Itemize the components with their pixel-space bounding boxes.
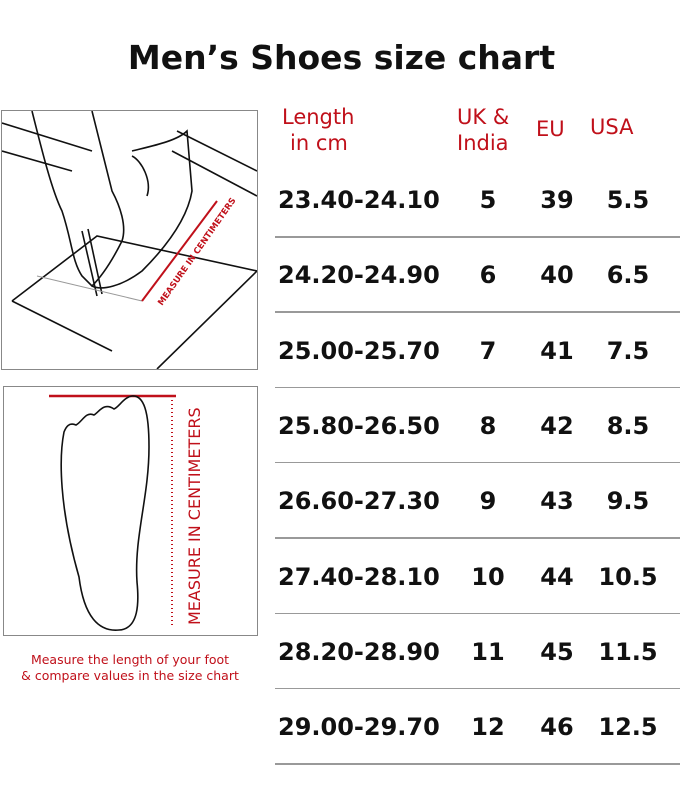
row-divider <box>275 236 680 238</box>
cell-eu: 42 <box>540 411 574 440</box>
cell-eu: 44 <box>540 562 574 591</box>
cell-usa: 7.5 <box>606 336 650 365</box>
cell-usa: 11.5 <box>598 637 658 666</box>
header-uk-india: UK & India <box>457 104 509 156</box>
header-text: UK & <box>457 105 510 129</box>
caption-line: & compare values in the size chart <box>21 668 239 683</box>
cell-length: 23.40-24.10 <box>278 186 440 214</box>
row-divider <box>275 612 680 614</box>
cell-usa: 8.5 <box>606 411 650 440</box>
header-usa: USA <box>590 115 634 139</box>
foot-measuring-illustration: MEASURE IN CENTIMETERS <box>1 110 259 370</box>
cell-uk: 7 <box>479 336 497 365</box>
cell-length: 29.00-29.70 <box>278 713 440 742</box>
cell-uk: 11 <box>471 637 505 666</box>
cell-uk: 9 <box>479 487 497 516</box>
cell-usa: 6.5 <box>606 261 650 290</box>
cell-uk: 6 <box>479 261 497 290</box>
cell-eu: 40 <box>540 261 574 290</box>
cell-usa: 10.5 <box>598 562 658 591</box>
cell-eu: 46 <box>540 713 574 742</box>
row-divider <box>275 687 680 690</box>
header-text: in cm <box>290 131 348 155</box>
foot-outline-illustration: MEASURE IN CENTIMETERS <box>3 386 258 636</box>
header-text: India <box>457 131 509 155</box>
header-text: Length <box>282 105 355 129</box>
row-divider <box>275 763 680 765</box>
cell-uk: 12 <box>471 713 505 742</box>
caption-line: Measure the length of your foot <box>30 652 230 667</box>
row-divider <box>275 537 680 539</box>
page-title: Men’s Shoes size chart <box>127 38 556 77</box>
cell-length: 27.40-28.10 <box>278 562 440 591</box>
cell-eu: 41 <box>540 336 574 365</box>
cell-length: 28.20-28.90 <box>278 637 440 666</box>
hand-measuring-foot-icon: MEASURE IN CENTIMETERS <box>1 110 259 370</box>
cell-eu: 45 <box>540 637 574 666</box>
cell-uk: 5 <box>479 186 497 214</box>
cell-usa: 12.5 <box>598 713 658 742</box>
header-length: Length in cm <box>282 104 354 156</box>
header-eu: EU <box>536 117 565 141</box>
row-divider <box>275 311 680 313</box>
ruler-label: MEASURE IN CENTIMETERS <box>185 407 204 625</box>
row-divider <box>275 461 680 464</box>
cell-length: 24.20-24.90 <box>278 261 440 290</box>
row-divider <box>275 386 680 389</box>
instruction-caption: Measure the length of your foot & compar… <box>0 652 260 684</box>
cell-uk: 8 <box>479 411 497 440</box>
foot-outline-icon: MEASURE IN CENTIMETERS <box>49 394 204 631</box>
cell-length: 25.00-25.70 <box>278 336 440 365</box>
cell-eu: 43 <box>540 487 574 516</box>
cell-length: 26.60-27.30 <box>278 487 440 516</box>
cell-eu: 39 <box>540 186 574 214</box>
cell-usa: 5.5 <box>606 186 650 214</box>
cell-length: 25.80-26.50 <box>278 411 440 440</box>
cell-usa: 9.5 <box>606 487 650 516</box>
cell-uk: 10 <box>471 562 505 591</box>
